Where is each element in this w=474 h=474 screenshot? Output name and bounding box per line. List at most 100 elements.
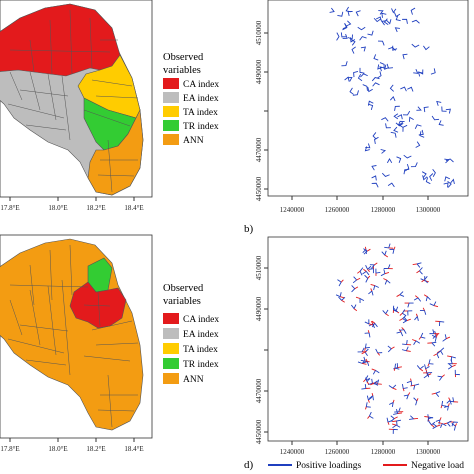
loading-glyph: [444, 158, 450, 164]
loading-glyph: [402, 315, 407, 322]
loading-glyph: [393, 12, 401, 18]
loading-glyph: [444, 176, 451, 182]
loading-glyph: [441, 400, 447, 407]
loading-glyph: [394, 27, 400, 33]
loading-glyph: [409, 415, 415, 420]
loading-glyph: [375, 268, 381, 274]
loading-glyph: [364, 332, 371, 338]
loading-glyph-negative: [424, 416, 429, 418]
loading-glyph: [392, 45, 398, 51]
loading-glyph-negative: [440, 405, 443, 409]
loading-glyph: [395, 122, 404, 127]
loading-glyph: [446, 420, 452, 427]
loading-glyph-negative: [455, 423, 457, 427]
loading-glyph-negative: [340, 296, 345, 299]
legend-label: TA index: [183, 108, 218, 118]
legend-swatch: [163, 92, 179, 103]
loading-glyph: [414, 315, 419, 321]
loading-glyph: [404, 164, 410, 172]
loading-glyph: [402, 340, 408, 346]
loading-glyph-negative: [433, 305, 439, 308]
loading-glyph: [386, 157, 393, 164]
x-tick: 1280000: [371, 206, 396, 214]
loading-glyph: [388, 384, 397, 389]
map-a-x-tick: 17.8°E: [0, 204, 19, 212]
loading-glyph-negative: [447, 355, 452, 358]
loading-glyph: [436, 100, 442, 106]
x-tick: 1260000: [325, 206, 350, 214]
loading-glyph: [419, 309, 427, 315]
loading-glyph: [350, 304, 357, 310]
loading-glyph: [365, 143, 371, 149]
plot-frame-d: [267, 236, 469, 442]
loading-glyph-negative: [391, 346, 395, 350]
loading-glyph: [341, 61, 348, 67]
x-tick: 1240000: [280, 448, 305, 456]
x-tick: 1240000: [280, 206, 305, 214]
loading-glyph-negative: [371, 320, 376, 324]
scatter-b-x-axis: 1240000 1260000 1280000 1300000: [280, 196, 441, 214]
loading-glyph: [352, 276, 358, 284]
loading-glyph: [423, 370, 429, 379]
loading-glyph-negative: [412, 263, 418, 266]
loading-glyph: [364, 343, 370, 349]
loading-glyph: [371, 322, 378, 328]
loading-glyph: [361, 383, 367, 390]
loading-glyph: [422, 175, 428, 181]
loading-glyph: [401, 346, 409, 352]
loading-glyph: [373, 17, 382, 23]
loading-glyph: [362, 270, 370, 276]
legend-title: variables: [163, 296, 201, 307]
loading-glyph: [379, 66, 385, 72]
loading-glyph: [432, 423, 438, 429]
legend-label: EA index: [183, 330, 219, 340]
loading-glyph: [368, 103, 374, 111]
loading-glyph: [392, 424, 401, 429]
loading-glyph: [378, 40, 385, 46]
scatter-d-x-axis: 1240000 1260000 1280000 1300000: [280, 441, 441, 456]
loading-glyph: [401, 309, 407, 317]
loading-glyph: [337, 279, 342, 287]
loading-glyph: [375, 348, 383, 354]
map-panel-c: 17.8°E 18.0°E 18.2°E 18.4°E Observed var…: [0, 234, 219, 453]
loading-glyph: [352, 90, 359, 96]
loading-glyph: [423, 106, 429, 113]
legend-swatch: [163, 134, 179, 145]
loading-glyph-negative: [425, 368, 428, 372]
glyph-layer-b: [329, 6, 455, 188]
loading-glyph-negative: [365, 358, 368, 362]
loading-glyph-negative: [374, 262, 378, 266]
loading-glyph: [383, 18, 389, 26]
loading-glyph-negative: [431, 392, 437, 395]
loading-glyph: [431, 115, 440, 121]
y-tick: 4470000: [255, 137, 263, 162]
loading-glyph-negative: [383, 278, 388, 281]
loading-glyph-negative: [340, 279, 344, 283]
loading-glyph: [389, 84, 394, 92]
loading-glyph: [364, 348, 369, 357]
loading-glyph: [428, 359, 434, 365]
loading-glyph: [393, 305, 398, 313]
loading-glyph: [390, 131, 397, 138]
loading-glyph: [344, 76, 350, 82]
loading-glyph: [407, 86, 414, 92]
y-tick: 4450000: [255, 419, 263, 444]
loading-glyph-negative: [363, 268, 367, 272]
loading-glyph: [425, 295, 431, 302]
loading-glyph-negative: [377, 352, 381, 356]
loading-glyph-negative: [357, 270, 361, 274]
loading-glyph: [368, 411, 374, 419]
loading-glyph: [383, 264, 391, 270]
loading-glyph: [446, 399, 452, 405]
map-a-legend: Observed variables CA index EA index TA …: [163, 52, 219, 146]
loading-glyph: [399, 291, 405, 297]
loading-glyph: [381, 12, 387, 18]
loading-glyph: [397, 120, 405, 126]
loading-glyph: [357, 26, 366, 31]
loading-glyph: [438, 120, 444, 126]
loading-glyph-negative: [365, 406, 367, 410]
legend-label: EA index: [183, 94, 219, 104]
loading-glyph-negative: [411, 339, 417, 342]
loading-glyph: [382, 309, 389, 315]
loading-glyph: [381, 117, 389, 122]
